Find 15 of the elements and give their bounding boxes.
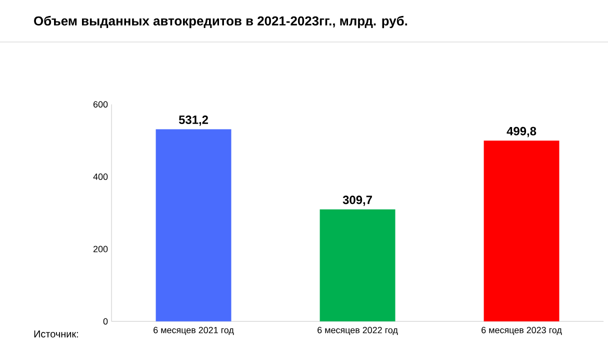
bar [156, 129, 232, 322]
x-tick-label: 6 месяцев 2021 год [154, 326, 234, 335]
chart-title: Объем выданных автокредитов в 2021-2023гг., млрд. руб. [34, 16, 408, 28]
y-tick-label: 600 [94, 101, 108, 108]
data-label: 499,8 [506, 126, 536, 138]
x-tick-label: 6 месяцев 2022 год [318, 326, 398, 335]
y-tick-label: 0 [103, 318, 108, 325]
x-tick-label: 6 месяцев 2023 год [482, 326, 562, 335]
bar [320, 209, 396, 322]
data-label: 309,7 [342, 196, 372, 206]
bar [484, 140, 560, 322]
y-tick-label: 400 [93, 174, 108, 180]
data-label: 531,2 [178, 116, 208, 126]
y-tick-label: 200 [94, 246, 108, 252]
text: Источник: [34, 330, 78, 338]
